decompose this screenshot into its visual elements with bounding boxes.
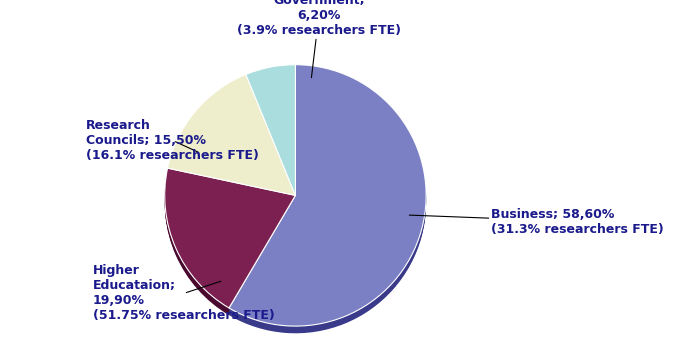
Text: Research
Councils; 15,50%
(16.1% researchers FTE): Research Councils; 15,50% (16.1% researc… [86,119,259,162]
Text: Government;
6,20%
(3.9% researchers FTE): Government; 6,20% (3.9% researchers FTE) [237,0,401,78]
Wedge shape [168,79,295,200]
Wedge shape [229,70,426,332]
Wedge shape [165,172,295,312]
Wedge shape [246,69,295,200]
Wedge shape [165,170,295,310]
Wedge shape [168,80,295,201]
Wedge shape [246,68,295,199]
Wedge shape [229,68,426,330]
Wedge shape [168,81,295,202]
Wedge shape [165,168,295,308]
Wedge shape [229,66,426,327]
Wedge shape [246,67,295,198]
Wedge shape [229,71,426,332]
Wedge shape [168,75,295,196]
Wedge shape [229,66,426,328]
Wedge shape [246,70,295,201]
Wedge shape [168,82,295,203]
Text: Business; 58,60%
(31.3% researchers FTE): Business; 58,60% (31.3% researchers FTE) [410,207,664,236]
Wedge shape [229,65,426,326]
Wedge shape [246,66,295,197]
Wedge shape [165,169,295,309]
Wedge shape [229,69,426,331]
Wedge shape [165,175,295,315]
Text: Higher
Educataion;
19,90%
(51.75% researchers FTE): Higher Educataion; 19,90% (51.75% resear… [93,265,275,322]
Wedge shape [165,173,295,313]
Wedge shape [168,76,295,197]
Wedge shape [168,78,295,199]
Wedge shape [229,72,426,333]
Wedge shape [229,67,426,329]
Wedge shape [246,65,295,195]
Wedge shape [165,174,295,314]
Wedge shape [246,71,295,202]
Wedge shape [165,173,295,312]
Wedge shape [246,66,295,196]
Wedge shape [165,171,295,311]
Wedge shape [168,77,295,198]
Wedge shape [246,72,295,203]
Wedge shape [168,74,295,195]
